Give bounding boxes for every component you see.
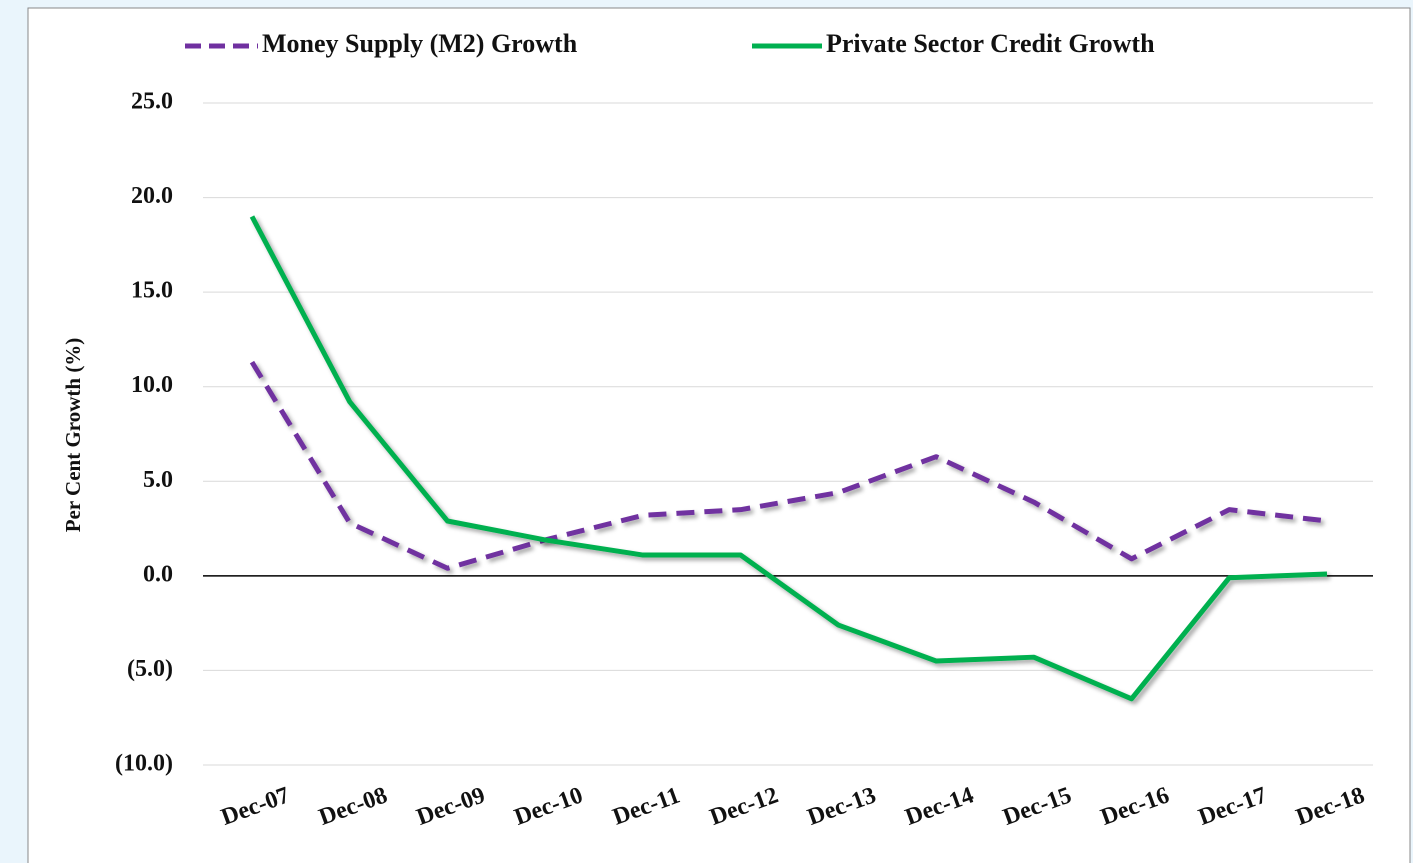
y-tick-label: 5.0	[143, 467, 173, 493]
y-tick-label: 20.0	[131, 183, 173, 209]
series-line	[249, 215, 1328, 702]
y-tick-label: 15.0	[131, 278, 173, 304]
y-tick-label: 25.0	[131, 89, 173, 115]
legend-label: Money Supply (M2) Growth	[262, 29, 578, 58]
y-tick-label: (5.0)	[127, 656, 173, 682]
series-line	[249, 360, 1328, 571]
y-axis-label: Per Cent Growth (%)	[61, 338, 85, 533]
chart-area	[27, 7, 1411, 863]
y-tick-label: (10.0)	[115, 751, 173, 777]
y-tick-label: 10.0	[131, 372, 173, 398]
legend-label: Private Sector Credit Growth	[826, 29, 1155, 58]
y-tick-label: 0.0	[143, 561, 173, 587]
